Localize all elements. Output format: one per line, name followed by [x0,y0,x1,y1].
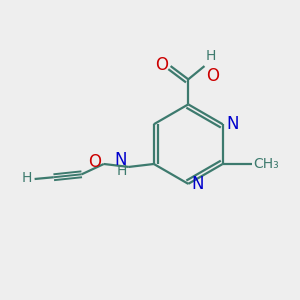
Text: H: H [117,164,128,178]
Text: H: H [22,170,32,184]
Text: CH₃: CH₃ [254,157,279,171]
Text: O: O [155,56,168,74]
Text: N: N [192,175,204,193]
Text: N: N [226,115,239,133]
Text: O: O [206,67,219,85]
Text: O: O [88,153,101,171]
Text: N: N [115,151,128,169]
Text: H: H [206,49,216,62]
